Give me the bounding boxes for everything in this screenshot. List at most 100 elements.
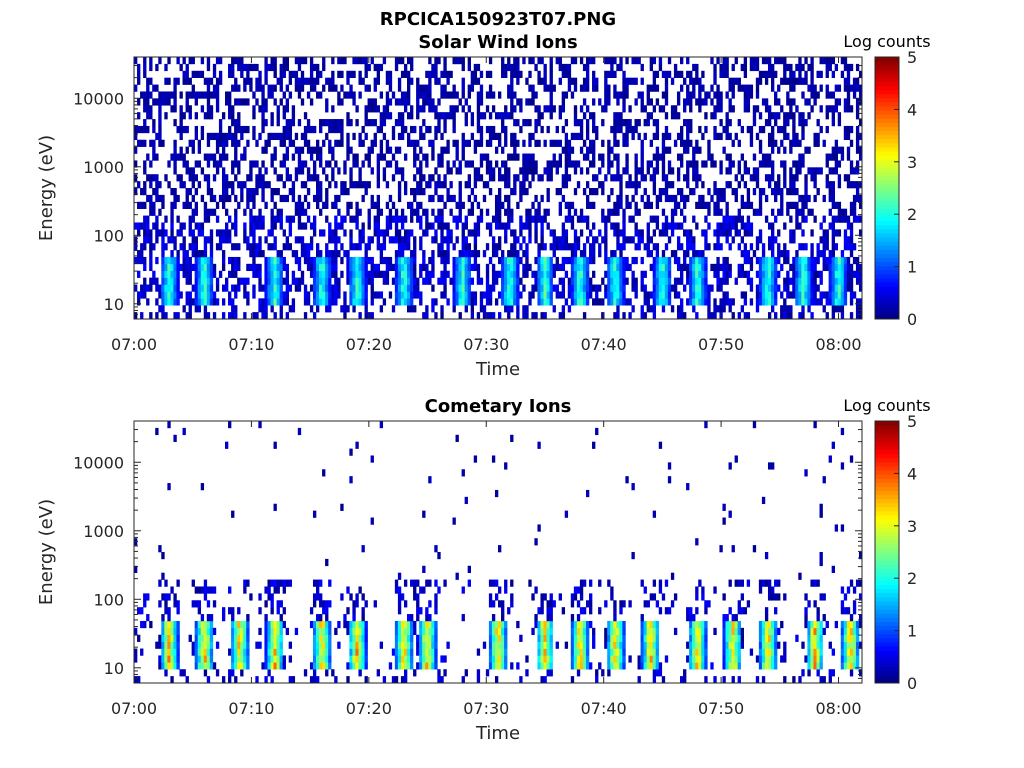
- heatmap-cell: [734, 174, 738, 182]
- heatmap-cell: [400, 243, 405, 251]
- heatmap-cell: [334, 256, 338, 265]
- heatmap-cell: [592, 146, 596, 154]
- heatmap-cell: [149, 174, 153, 182]
- heatmap-cell: [397, 119, 402, 127]
- heatmap-cell: [795, 250, 799, 258]
- heatmap-cell: [379, 250, 384, 258]
- heatmap-cell: [543, 256, 547, 265]
- heatmap-cell: [607, 57, 611, 65]
- heatmap-cell: [385, 277, 390, 285]
- heatmap-cell: [461, 84, 465, 92]
- heatmap-cell: [149, 112, 153, 120]
- heatmap-cell: [491, 243, 496, 251]
- heatmap-cell: [819, 277, 823, 285]
- heatmap-cell: [149, 250, 153, 258]
- heatmap-cell: [443, 125, 447, 134]
- heatmap-cell: [282, 586, 286, 594]
- heatmap-cell: [200, 229, 205, 237]
- heatmap-cell: [719, 263, 723, 272]
- heatmap-cell: [306, 263, 311, 272]
- heatmap-cell: [285, 284, 289, 292]
- heatmap-cell: [634, 188, 638, 196]
- heatmap-cell: [352, 256, 356, 265]
- heatmap-cell: [737, 181, 741, 189]
- heatmap-cell: [282, 256, 286, 265]
- heatmap-cell: [616, 305, 620, 313]
- heatmap-cell: [622, 263, 626, 272]
- heatmap-cell: [567, 243, 572, 251]
- heatmap-cell: [646, 98, 650, 106]
- heatmap-cell: [455, 263, 459, 272]
- heatmap-cell: [522, 153, 526, 161]
- heatmap-cell: [549, 105, 553, 113]
- heatmap-cell: [607, 70, 611, 78]
- heatmap-cell: [388, 160, 393, 168]
- heatmap-cell: [346, 146, 350, 154]
- heatmap-cell: [813, 98, 817, 106]
- heatmap-cell: [325, 215, 329, 223]
- heatmap-cell: [561, 194, 566, 203]
- heatmap-cell: [358, 132, 362, 141]
- heatmap-cell: [558, 277, 562, 285]
- heatmap-cell: [749, 256, 754, 265]
- colorbar-segment: [875, 196, 899, 201]
- heatmap-cell: [391, 263, 396, 272]
- heatmap-cell: [473, 236, 478, 244]
- heatmap-cell: [810, 250, 814, 258]
- heatmap-cell: [455, 270, 459, 278]
- heatmap-cell: [749, 298, 754, 306]
- heatmap-cell: [197, 181, 202, 189]
- heatmap-cell: [218, 153, 223, 161]
- heatmap-cell: [537, 208, 541, 216]
- heatmap-cell: [513, 63, 517, 72]
- heatmap-cell: [786, 91, 790, 99]
- heatmap-cell: [510, 256, 514, 265]
- heatmap-cell: [379, 125, 384, 134]
- heatmap-cell: [455, 215, 459, 223]
- heatmap-cell: [309, 63, 314, 72]
- heatmap-cell: [458, 291, 462, 299]
- heatmap-cell: [737, 229, 741, 237]
- heatmap-cell: [816, 70, 820, 78]
- heatmap-cell: [394, 146, 399, 154]
- heatmap-cell: [622, 70, 626, 78]
- heatmap-cell: [200, 648, 205, 656]
- heatmap-cell: [592, 174, 596, 182]
- heatmap-cell: [719, 222, 723, 230]
- heatmap-cell: [403, 181, 408, 189]
- heatmap-cell: [346, 250, 350, 258]
- colorbar-segment: [875, 183, 899, 189]
- heatmap-cell: [534, 256, 538, 265]
- heatmap-cell: [649, 57, 653, 65]
- heatmap-cell: [461, 91, 465, 99]
- colorbar-segment: [875, 110, 899, 115]
- heatmap-cell: [807, 98, 811, 106]
- heatmap-cell: [303, 57, 308, 65]
- heatmap-cell: [513, 284, 517, 292]
- heatmap-cell: [416, 91, 420, 99]
- heatmap-cell: [558, 77, 562, 85]
- heatmap-cell: [422, 84, 426, 92]
- heatmap-cell: [783, 284, 787, 292]
- heatmap-cell: [531, 284, 535, 292]
- heatmap-cell: [140, 291, 144, 299]
- heatmap-cell: [807, 305, 811, 313]
- heatmap-cell: [476, 201, 481, 209]
- heatmap-cell: [501, 70, 505, 78]
- heatmap-cell: [604, 91, 608, 99]
- heatmap-cell: [540, 270, 544, 278]
- heatmap-cell: [167, 662, 171, 670]
- heatmap-cell: [294, 57, 299, 65]
- heatmap-cell: [440, 270, 444, 278]
- heatmap-cell: [149, 201, 153, 209]
- heatmap-cell: [610, 263, 614, 272]
- heatmap-cell: [428, 174, 432, 182]
- heatmap-cell: [771, 132, 775, 141]
- heatmap-cell: [801, 284, 805, 292]
- heatmap-cell: [455, 236, 459, 244]
- heatmap-cell: [143, 236, 147, 244]
- heatmap-cell: [519, 105, 523, 113]
- heatmap-cell: [822, 236, 826, 244]
- heatmap-cell: [234, 215, 238, 223]
- heatmap-cell: [558, 208, 562, 216]
